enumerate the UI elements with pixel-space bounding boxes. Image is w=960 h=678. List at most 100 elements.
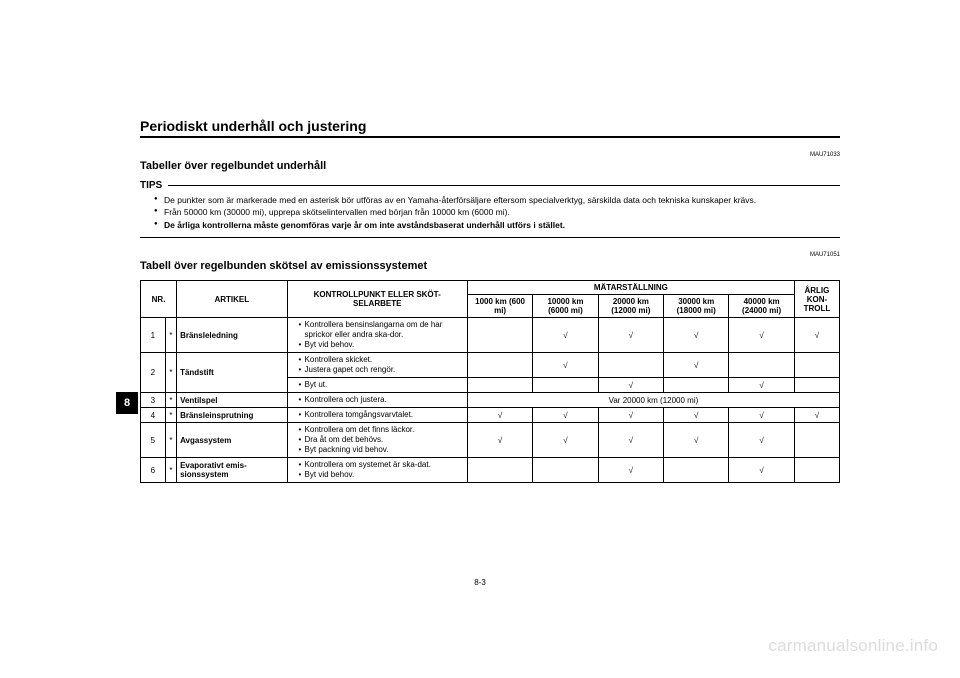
tips-header: TIPS [140,180,840,191]
cell-mark: √ [467,408,532,423]
th-interval: 30000 km (18000 mi) [664,295,729,318]
cell-artikel: Bränsleinsprutning [177,408,287,423]
cell-annual [794,423,839,458]
table-row: 5 * Avgassystem Kontrollera om det finns… [141,423,840,458]
cell-mark [533,458,598,483]
cell-mark: √ [729,318,794,353]
job-item: Kontrollera tomgångsvarvtalet. [299,410,464,420]
cell-star: * [165,408,176,423]
th-interval: 20000 km (12000 mi) [598,295,663,318]
cell-mark [467,318,532,353]
th-odo-group: MÄTARSTÄLLNING [467,281,794,295]
reference-code-1: MAU71033 [140,152,840,158]
maintenance-table: NR. ARTIKEL KONTROLLPUNKT ELLER SKÖT-SEL… [140,280,840,483]
cell-star: * [165,393,176,408]
th-interval: 10000 km (6000 mi) [533,295,598,318]
cell-mark: √ [664,318,729,353]
table-head: NR. ARTIKEL KONTROLLPUNKT ELLER SKÖT-SEL… [141,281,840,318]
cell-nr: 1 [141,318,166,353]
tips-bottom-rule [140,237,840,238]
cell-job: Kontrollera bensinslangarna om de har sp… [287,318,467,353]
th-annual: ÅRLIG KON-TROLL [794,281,839,318]
cell-mark: √ [729,378,794,393]
cell-job: Kontrollera om systemet är ska-dat. Byt … [287,458,467,483]
cell-mark: √ [664,423,729,458]
cell-star: * [165,353,176,393]
cell-mark: √ [598,378,663,393]
cell-mark: √ [598,458,663,483]
th-interval: 1000 km (600 mi) [467,295,532,318]
cell-mark: √ [533,353,598,378]
reference-code-2: MAU71051 [140,252,840,258]
cell-mark: √ [729,458,794,483]
cell-annual [794,378,839,393]
cell-mark: √ [598,423,663,458]
cell-mark: √ [729,423,794,458]
cell-mark [467,378,532,393]
table-row: 2 * Tändstift Kontrollera skicket. Juste… [141,353,840,378]
cell-mark [467,458,532,483]
cell-nr: 6 [141,458,166,483]
cell-mark: √ [467,423,532,458]
table-row: 4 * Bränsleinsprutning Kontrollera tomgå… [141,408,840,423]
cell-star: * [165,318,176,353]
watermark: carmanualsonline.info [768,636,938,656]
tips-item: De årliga kontrollerna måste genomföras … [154,220,840,231]
job-item: Kontrollera om det finns läckor. [299,425,464,435]
cell-mark: √ [598,408,663,423]
cell-mark [664,458,729,483]
table-row: 3 * Ventilspel Kontrollera och justera. … [141,393,840,408]
cell-annual: √ [794,318,839,353]
cell-artikel: Evaporativt emis-sionssystem [177,458,287,483]
page-title: Periodiskt underhåll och justering [140,118,840,138]
cell-mark [467,353,532,378]
cell-artikel: Ventilspel [177,393,287,408]
cell-job: Kontrollera om det finns läckor. Dra åt … [287,423,467,458]
cell-mark [664,378,729,393]
tips-rule [168,185,840,186]
cell-star: * [165,458,176,483]
job-item: Byt ut. [299,380,464,390]
cell-nr: 3 [141,393,166,408]
cell-nr: 5 [141,423,166,458]
job-item: Dra åt om det behövs. [299,435,464,445]
table-row: 1 * Bränsleledning Kontrollera bensinsla… [141,318,840,353]
cell-mark [533,378,598,393]
cell-mark: √ [598,318,663,353]
job-item: Justera gapet och rengör. [299,365,464,375]
tips-item: De punkter som är markerade med en aster… [154,195,840,206]
cell-mark [598,353,663,378]
cell-mark: √ [533,318,598,353]
cell-annual [794,458,839,483]
cell-job: Kontrollera tomgångsvarvtalet. [287,408,467,423]
job-item: Byt vid behov. [299,470,464,480]
cell-job: Byt ut. [287,378,467,393]
job-item: Kontrollera bensinslangarna om de har sp… [299,320,464,340]
cell-job: Kontrollera och justera. [287,393,467,408]
cell-nr: 2 [141,353,166,393]
th-nr: NR. [141,281,177,318]
tips-item: Från 50000 km (30000 mi), upprepa skötse… [154,207,840,218]
cell-star: * [165,423,176,458]
section-1-title: Tabeller över regelbundet underhåll [140,160,840,172]
cell-mark: √ [533,423,598,458]
cell-artikel: Avgassystem [177,423,287,458]
cell-artikel: Bränsleledning [177,318,287,353]
job-item: Kontrollera om systemet är ska-dat. [299,460,464,470]
cell-mark: √ [664,408,729,423]
page-content: Periodiskt underhåll och justering MAU71… [140,118,840,483]
cell-mark: √ [533,408,598,423]
job-item: Byt vid behov. [299,340,464,350]
footer-page-number: 8-3 [0,578,960,587]
tips-label: TIPS [140,180,162,191]
table-row: 6 * Evaporativt emis-sionssystem Kontrol… [141,458,840,483]
tips-list: De punkter som är markerade med en aster… [140,195,840,231]
job-item: Byt packning vid behov. [299,445,464,455]
cell-annual [794,353,839,378]
cell-mark: √ [729,408,794,423]
job-item: Kontrollera skicket. [299,355,464,365]
cell-span: Var 20000 km (12000 mi) [467,393,839,408]
section-tab: 8 [116,392,138,414]
cell-mark [729,353,794,378]
cell-artikel: Tändstift [177,353,287,393]
